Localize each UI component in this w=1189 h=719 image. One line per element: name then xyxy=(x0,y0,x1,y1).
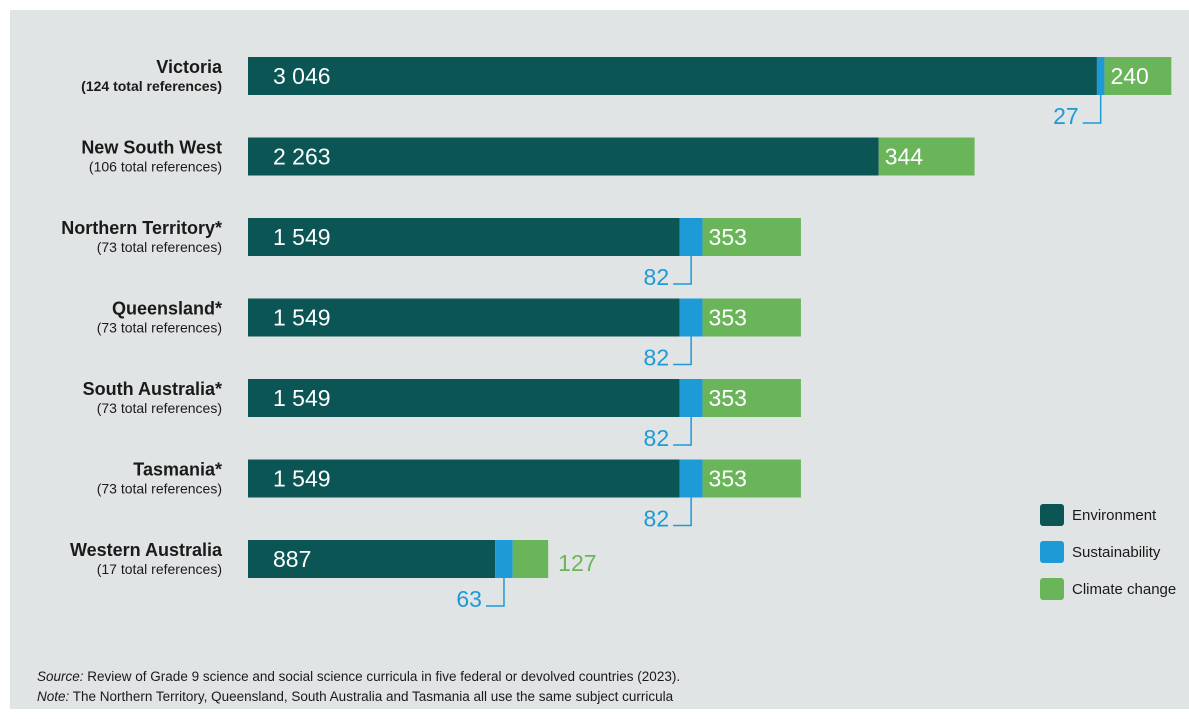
source-line: Source: Review of Grade 9 science and so… xyxy=(37,667,680,687)
category-sublabel: (17 total references) xyxy=(97,561,222,577)
data-label-sustainability: 63 xyxy=(456,586,482,612)
bar-segment-climate-change xyxy=(878,137,975,176)
legend-label-environment: Environment xyxy=(1072,506,1157,524)
note-line: Note: The Northern Territory, Queensland… xyxy=(37,687,680,707)
legend-swatch-climate-change xyxy=(1040,578,1064,600)
data-label-environment: 1 549 xyxy=(273,385,331,411)
legend: Environment Sustainability Climate chang… xyxy=(1040,503,1176,614)
data-label-sustainability: 82 xyxy=(644,425,670,451)
data-label-climate-change: 344 xyxy=(885,144,924,170)
bar-segment-environment xyxy=(248,218,680,256)
category-label: New South West xyxy=(81,138,222,158)
bar-segment-climate-change xyxy=(702,459,801,498)
category-sublabel: (73 total references) xyxy=(97,481,222,497)
sustainability-callout-line xyxy=(673,417,692,446)
category-sublabel: (73 total references) xyxy=(97,400,222,416)
data-label-sustainability: 27 xyxy=(1053,103,1079,129)
bar-segment-climate-change xyxy=(702,218,801,256)
data-label-climate-change: 353 xyxy=(709,224,747,250)
legend-label-climate-change: Climate change xyxy=(1072,580,1177,598)
bar-segment-environment xyxy=(248,137,879,176)
category-sublabel: (73 total references) xyxy=(97,239,222,255)
sustainability-callout-line xyxy=(485,578,505,607)
data-label-climate-change: 240 xyxy=(1110,63,1148,89)
chart-panel: Victoria (124 total references) 3 046 240 27… xyxy=(10,10,1189,709)
category-label: Queensland* xyxy=(112,299,222,319)
bar-segment-environment xyxy=(248,540,496,578)
category-sublabel: (73 total references) xyxy=(97,320,222,336)
category-sublabel: (124 total references) xyxy=(81,78,222,94)
legend-label-sustainability: Sustainability xyxy=(1072,543,1161,561)
data-label-sustainability: 82 xyxy=(644,345,670,371)
data-label-sustainability: 82 xyxy=(644,506,670,532)
bar-segment-sustainability xyxy=(679,298,703,337)
data-label-environment: 2 263 xyxy=(273,144,331,170)
data-label-climate-change: 127 xyxy=(558,550,596,576)
category-label: Tasmania* xyxy=(133,460,222,480)
bar-segment-sustainability xyxy=(495,540,513,578)
category-label: Victoria xyxy=(156,57,223,77)
category-label: Western Australia xyxy=(70,540,223,560)
data-label-environment: 1 549 xyxy=(273,224,331,250)
bar-segment-climate-change xyxy=(512,540,549,578)
category-label: South Australia* xyxy=(83,379,222,399)
legend-swatch-environment xyxy=(1040,504,1064,526)
bar-segment-environment xyxy=(248,57,1097,95)
bar-segment-sustainability xyxy=(679,218,703,256)
bar-segment-sustainability xyxy=(679,459,703,498)
note-text: The Northern Territory, Queensland, Sout… xyxy=(69,689,674,704)
sustainability-callout-line xyxy=(673,497,692,527)
legend-item-climate-change: Climate change xyxy=(1040,577,1176,601)
bar-segment-environment xyxy=(248,379,680,417)
data-label-climate-change: 353 xyxy=(709,466,747,492)
bar-segment-environment xyxy=(248,459,680,498)
bar-segment-climate-change xyxy=(1104,57,1172,95)
data-label-environment: 1 549 xyxy=(273,305,331,331)
data-label-environment: 3 046 xyxy=(273,63,331,89)
data-label-environment: 887 xyxy=(273,546,311,572)
sustainability-callout-line xyxy=(673,336,692,366)
data-label-climate-change: 353 xyxy=(709,385,747,411)
bar-segment-sustainability xyxy=(679,379,703,417)
bar-segment-climate-change xyxy=(702,379,801,417)
note-label: Note: xyxy=(37,689,70,704)
category-sublabel: (106 total references) xyxy=(89,159,222,175)
data-label-climate-change: 353 xyxy=(709,305,747,331)
data-label-sustainability: 82 xyxy=(644,264,670,290)
category-label: Northern Territory* xyxy=(61,218,222,238)
sustainability-callout-line xyxy=(673,256,692,285)
bar-segment-environment xyxy=(248,298,680,337)
bar-segment-climate-change xyxy=(702,298,801,337)
data-label-environment: 1 549 xyxy=(273,466,331,492)
source-text: Review of Grade 9 science and social sci… xyxy=(83,669,681,684)
chart-footer: Source: Review of Grade 9 science and so… xyxy=(37,667,680,707)
legend-item-environment: Environment xyxy=(1040,503,1176,527)
source-label: Source: xyxy=(37,669,84,684)
bar-segment-sustainability xyxy=(1096,57,1105,95)
sustainability-callout-line xyxy=(1082,95,1102,124)
stacked-bar-chart: Victoria(124 total references) 3 046 240 27… xyxy=(61,57,1172,612)
legend-item-sustainability: Sustainability xyxy=(1040,540,1176,564)
legend-swatch-sustainability xyxy=(1040,541,1064,563)
